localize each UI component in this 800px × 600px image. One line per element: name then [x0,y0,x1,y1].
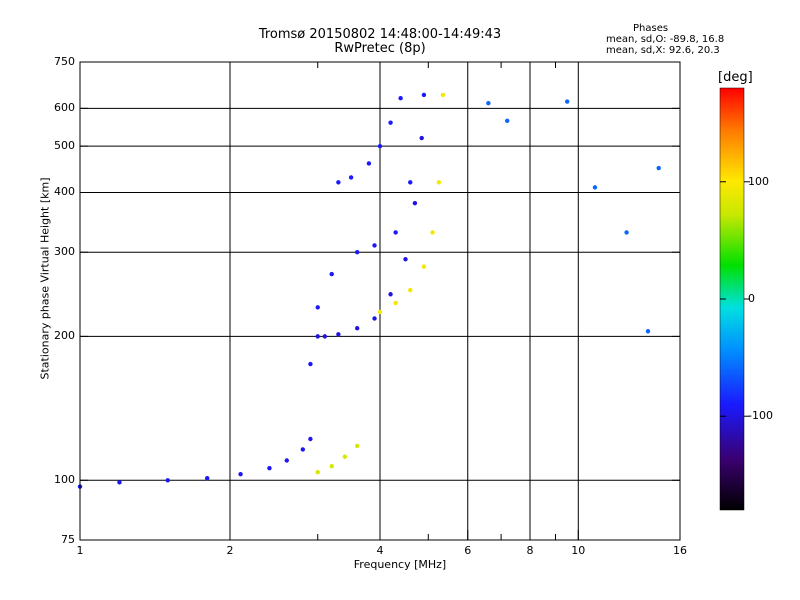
colorbar-ticks [720,181,750,417]
y-tick-label: 400 [54,185,75,199]
data-point [329,464,334,469]
data-point [624,230,629,235]
y-tick-label: 100 [54,473,75,487]
x-tick-label: 16 [673,544,687,557]
y-tick-label: 750 [54,55,75,68]
data-point [388,120,393,125]
data-point [408,180,413,185]
data-point [117,480,122,485]
colorbar-tick-label: 0 [748,292,755,305]
data-point [393,230,398,235]
data-point [354,326,360,331]
x-tick-label: 8 [526,544,534,557]
data-point [486,100,491,106]
x-tick-label: 10 [571,544,586,557]
data-point [398,95,403,101]
data-point [315,334,320,339]
data-point [354,250,360,255]
phases-x-stats: mean, sd,X: 92.6, 20.3 [606,45,720,56]
y-tick-label: 300 [54,245,75,259]
colorbar-tick-label: -100 [748,409,773,423]
data-point [329,271,334,277]
data-point [315,305,320,310]
data-point [393,300,398,306]
data-point [419,135,424,141]
data-point [372,243,377,248]
data-point [430,230,435,235]
data-point [336,180,341,185]
chart-title: Tromsø 20150802 14:48:00-14:49:43 [258,27,502,42]
x-axis-label: Frequency [MHz] [353,558,447,571]
y-tick-label: 75 [61,533,75,546]
data-point [204,476,210,481]
data-point [504,118,510,124]
data-point [436,180,442,185]
data-point [315,469,320,475]
data-point [354,443,360,449]
data-point [377,309,383,315]
data-point [322,334,328,339]
data-point [336,332,341,337]
y-tick-label: 500 [54,139,75,153]
phases-o-stats: mean, sd,O: -89.8, 16.8 [606,34,725,45]
y-tick-label: 200 [54,329,75,343]
data-point [440,92,446,98]
x-tick-label: 1 [76,544,84,557]
data-point [267,465,272,471]
data-point [366,161,372,166]
data-point [408,287,413,293]
data-point [656,165,661,171]
phases-header: Phases [633,23,669,34]
data-point [372,316,377,321]
data-point [403,257,408,262]
data-point [300,447,306,452]
data-point [348,175,354,180]
data-point [308,436,313,442]
data-points [77,92,661,489]
y-axis-label: Stationary phase Virtual Height [km] [38,177,52,380]
data-point [645,329,651,334]
data-point [342,454,348,459]
colorbar-label: [deg] [718,70,753,85]
chart-subtitle: RwPretec (8p) [334,41,426,56]
data-point [564,99,570,104]
data-point [377,143,383,149]
data-point [592,185,598,190]
data-point [421,92,427,98]
x-tick-label: 4 [376,544,384,557]
data-point [165,478,170,483]
axis-ticks [79,61,681,541]
colorbar-tick-label: 100 [748,174,769,188]
y-tick-label: 600 [54,101,75,115]
data-point [388,292,393,297]
x-tick-label: 2 [226,544,234,557]
data-point [308,361,313,367]
data-point [284,458,289,463]
x-tick-label: 6 [464,544,472,557]
data-point [421,264,427,269]
data-point [238,471,243,477]
data-point [412,200,418,206]
grid-lines [80,62,680,540]
